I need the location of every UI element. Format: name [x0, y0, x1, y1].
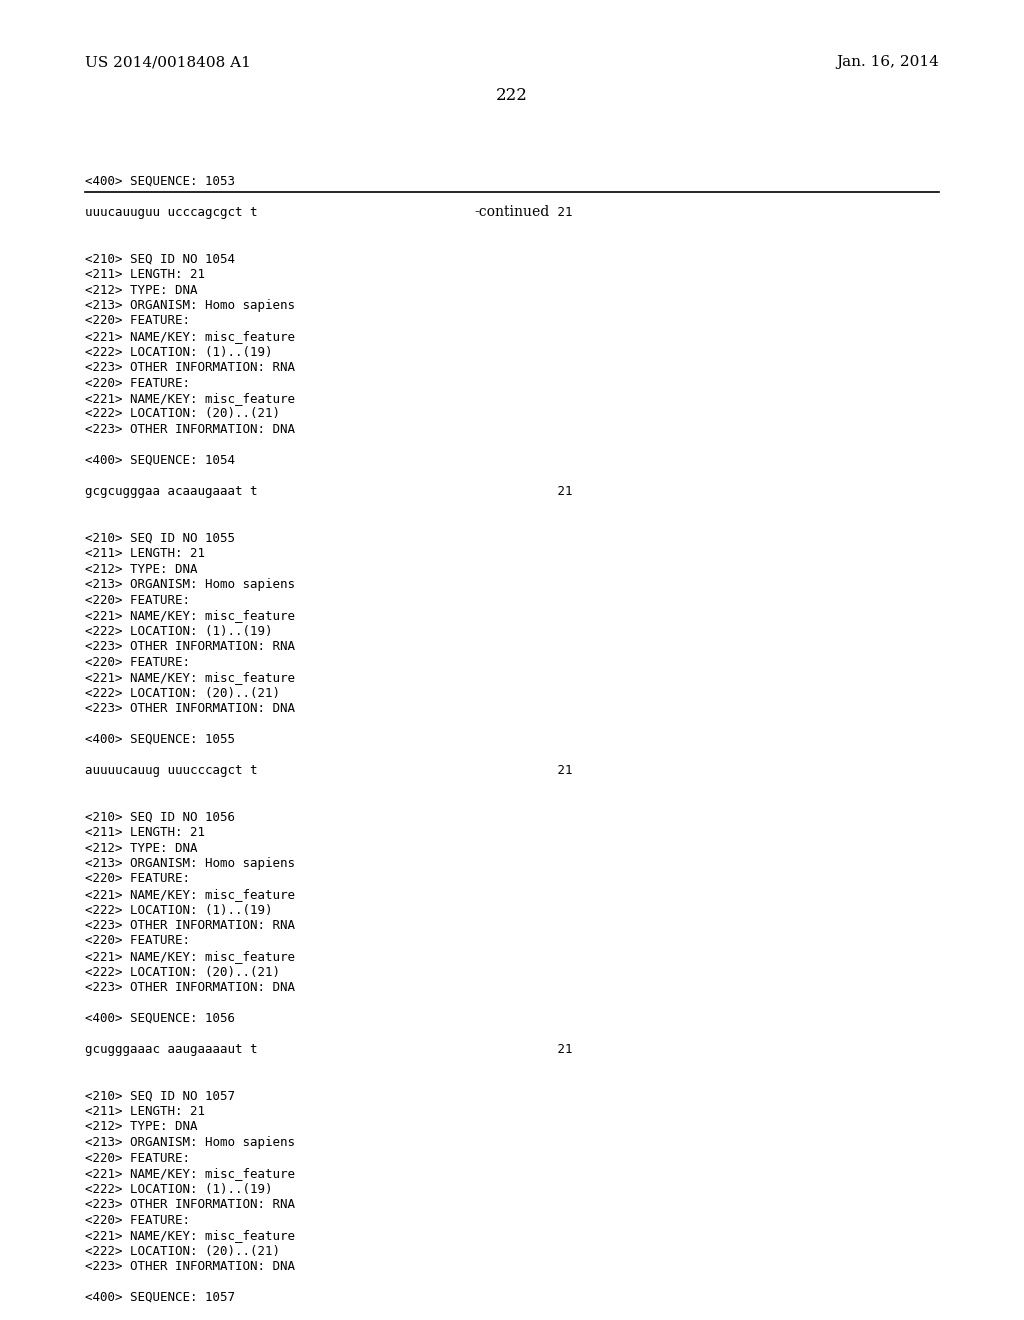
- Text: <220> FEATURE:: <220> FEATURE:: [85, 873, 190, 886]
- Text: <221> NAME/KEY: misc_feature: <221> NAME/KEY: misc_feature: [85, 1167, 295, 1180]
- Text: <220> FEATURE:: <220> FEATURE:: [85, 1151, 190, 1164]
- Text: <211> LENGTH: 21: <211> LENGTH: 21: [85, 826, 205, 840]
- Text: <210> SEQ ID NO 1057: <210> SEQ ID NO 1057: [85, 1089, 234, 1102]
- Text: <211> LENGTH: 21: <211> LENGTH: 21: [85, 268, 205, 281]
- Text: <221> NAME/KEY: misc_feature: <221> NAME/KEY: misc_feature: [85, 671, 295, 684]
- Text: <400> SEQUENCE: 1053: <400> SEQUENCE: 1053: [85, 176, 234, 187]
- Text: <222> LOCATION: (1)..(19): <222> LOCATION: (1)..(19): [85, 624, 272, 638]
- Text: gcugggaaac aaugaaaaut t                                        21: gcugggaaac aaugaaaaut t 21: [85, 1043, 572, 1056]
- Text: 222: 222: [496, 87, 528, 104]
- Text: <212> TYPE: DNA: <212> TYPE: DNA: [85, 1121, 198, 1134]
- Text: <223> OTHER INFORMATION: DNA: <223> OTHER INFORMATION: DNA: [85, 422, 295, 436]
- Text: uuucauuguu ucccagcgct t                                        21: uuucauuguu ucccagcgct t 21: [85, 206, 572, 219]
- Text: <222> LOCATION: (1)..(19): <222> LOCATION: (1)..(19): [85, 903, 272, 916]
- Text: <220> FEATURE:: <220> FEATURE:: [85, 656, 190, 668]
- Text: <221> NAME/KEY: misc_feature: <221> NAME/KEY: misc_feature: [85, 609, 295, 622]
- Text: <222> LOCATION: (1)..(19): <222> LOCATION: (1)..(19): [85, 346, 272, 359]
- Text: <220> FEATURE:: <220> FEATURE:: [85, 1213, 190, 1226]
- Text: <222> LOCATION: (20)..(21): <222> LOCATION: (20)..(21): [85, 965, 280, 978]
- Text: gcgcugggaa acaaugaaat t                                        21: gcgcugggaa acaaugaaat t 21: [85, 484, 572, 498]
- Text: <213> ORGANISM: Homo sapiens: <213> ORGANISM: Homo sapiens: [85, 857, 295, 870]
- Text: <223> OTHER INFORMATION: RNA: <223> OTHER INFORMATION: RNA: [85, 640, 295, 653]
- Text: US 2014/0018408 A1: US 2014/0018408 A1: [85, 55, 251, 69]
- Text: <221> NAME/KEY: misc_feature: <221> NAME/KEY: misc_feature: [85, 330, 295, 343]
- Text: <223> OTHER INFORMATION: RNA: <223> OTHER INFORMATION: RNA: [85, 360, 295, 374]
- Text: <223> OTHER INFORMATION: RNA: <223> OTHER INFORMATION: RNA: [85, 1199, 295, 1210]
- Text: <212> TYPE: DNA: <212> TYPE: DNA: [85, 562, 198, 576]
- Text: <220> FEATURE:: <220> FEATURE:: [85, 376, 190, 389]
- Text: <211> LENGTH: 21: <211> LENGTH: 21: [85, 1105, 205, 1118]
- Text: <211> LENGTH: 21: <211> LENGTH: 21: [85, 546, 205, 560]
- Text: <400> SEQUENCE: 1056: <400> SEQUENCE: 1056: [85, 1012, 234, 1026]
- Text: <210> SEQ ID NO 1054: <210> SEQ ID NO 1054: [85, 252, 234, 265]
- Text: <210> SEQ ID NO 1056: <210> SEQ ID NO 1056: [85, 810, 234, 824]
- Text: <220> FEATURE:: <220> FEATURE:: [85, 594, 190, 606]
- Text: <221> NAME/KEY: misc_feature: <221> NAME/KEY: misc_feature: [85, 392, 295, 405]
- Text: <222> LOCATION: (20)..(21): <222> LOCATION: (20)..(21): [85, 408, 280, 421]
- Text: <222> LOCATION: (20)..(21): <222> LOCATION: (20)..(21): [85, 1245, 280, 1258]
- Text: <210> SEQ ID NO 1055: <210> SEQ ID NO 1055: [85, 532, 234, 544]
- Text: <213> ORGANISM: Homo sapiens: <213> ORGANISM: Homo sapiens: [85, 300, 295, 312]
- Text: <400> SEQUENCE: 1055: <400> SEQUENCE: 1055: [85, 733, 234, 746]
- Text: <213> ORGANISM: Homo sapiens: <213> ORGANISM: Homo sapiens: [85, 578, 295, 591]
- Text: <220> FEATURE:: <220> FEATURE:: [85, 935, 190, 948]
- Text: <212> TYPE: DNA: <212> TYPE: DNA: [85, 842, 198, 854]
- Text: <221> NAME/KEY: misc_feature: <221> NAME/KEY: misc_feature: [85, 950, 295, 964]
- Text: <223> OTHER INFORMATION: DNA: <223> OTHER INFORMATION: DNA: [85, 981, 295, 994]
- Text: <213> ORGANISM: Homo sapiens: <213> ORGANISM: Homo sapiens: [85, 1137, 295, 1148]
- Text: <220> FEATURE:: <220> FEATURE:: [85, 314, 190, 327]
- Text: <223> OTHER INFORMATION: RNA: <223> OTHER INFORMATION: RNA: [85, 919, 295, 932]
- Text: <400> SEQUENCE: 1054: <400> SEQUENCE: 1054: [85, 454, 234, 467]
- Text: auuuucauug uuucccagct t                                        21: auuuucauug uuucccagct t 21: [85, 764, 572, 777]
- Text: <223> OTHER INFORMATION: DNA: <223> OTHER INFORMATION: DNA: [85, 702, 295, 715]
- Text: Jan. 16, 2014: Jan. 16, 2014: [837, 55, 939, 69]
- Text: <223> OTHER INFORMATION: DNA: <223> OTHER INFORMATION: DNA: [85, 1261, 295, 1272]
- Text: <400> SEQUENCE: 1057: <400> SEQUENCE: 1057: [85, 1291, 234, 1304]
- Text: -continued: -continued: [474, 205, 550, 219]
- Text: <222> LOCATION: (1)..(19): <222> LOCATION: (1)..(19): [85, 1183, 272, 1196]
- Text: <221> NAME/KEY: misc_feature: <221> NAME/KEY: misc_feature: [85, 888, 295, 902]
- Text: <221> NAME/KEY: misc_feature: <221> NAME/KEY: misc_feature: [85, 1229, 295, 1242]
- Text: <222> LOCATION: (20)..(21): <222> LOCATION: (20)..(21): [85, 686, 280, 700]
- Text: <212> TYPE: DNA: <212> TYPE: DNA: [85, 284, 198, 297]
